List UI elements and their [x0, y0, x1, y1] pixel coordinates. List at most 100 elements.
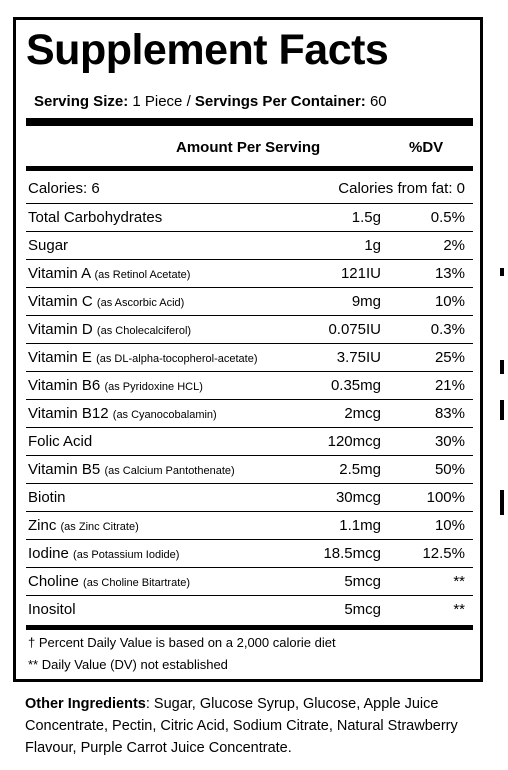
- footnote-percent-dv: † Percent Daily Value is based on a 2,00…: [28, 635, 336, 650]
- amount-per-serving-header: Amount Per Serving: [176, 139, 321, 156]
- nutrient-name: Iodine (as Potassium Iodide): [28, 544, 179, 565]
- servings-per-container-value: 60: [365, 93, 387, 110]
- other-ingredients: Other Ingredients: Sugar, Glucose Syrup,…: [25, 693, 505, 759]
- nutrient-row: Inositol 5mcg **: [26, 595, 473, 623]
- panel-title: Supplement Facts: [26, 26, 389, 74]
- nutrient-label: Iodine: [28, 545, 69, 562]
- nutrient-dv: 10%: [434, 517, 465, 534]
- nutrient-dv: **: [453, 601, 465, 618]
- nutrient-row: Vitamin C (as Ascorbic Acid) 9mg 10%: [26, 287, 473, 315]
- calories-label: Calories: 6: [28, 180, 100, 197]
- nutrient-dv: 0.5%: [430, 209, 465, 226]
- nutrient-amount: 5mcg: [344, 573, 381, 590]
- nutrient-dv: 100%: [426, 489, 465, 506]
- dv-header: %DV: [409, 139, 444, 156]
- serving-size-label: Serving Size:: [34, 93, 129, 110]
- calories-row: Calories: 6 Calories from fat: 0: [26, 175, 473, 203]
- nutrient-label: Inositol: [28, 601, 76, 618]
- nutrient-source: (as Potassium Iodide): [73, 549, 180, 561]
- nutrient-label: Choline: [28, 573, 79, 590]
- nutrient-amount: 121IU: [340, 265, 381, 282]
- nutrient-name: Vitamin A (as Retinol Acetate): [28, 264, 190, 285]
- servings-per-container-label: Servings Per Container:: [194, 93, 366, 110]
- nutrient-amount: 18.5mcg: [323, 545, 381, 562]
- nutrient-name: Sugar: [28, 236, 68, 255]
- nutrient-table: Calories: 6 Calories from fat: 0 Total C…: [26, 175, 473, 623]
- nutrient-source: (as Ascorbic Acid): [96, 297, 185, 309]
- nutrient-amount: 0.075IU: [328, 321, 381, 338]
- nutrient-label: Vitamin E: [28, 349, 92, 366]
- nutrient-label: Folic Acid: [28, 433, 93, 450]
- nutrient-amount: 1g: [364, 237, 381, 254]
- calories-from-fat: Calories from fat: 0: [338, 180, 465, 197]
- nutrient-name: Biotin: [28, 488, 66, 507]
- nutrient-source: (as Cholecalciferol): [96, 325, 192, 337]
- nutrient-dv: 21%: [434, 377, 465, 394]
- serving-info: Serving Size: 1 Piece / Servings Per Con…: [34, 93, 387, 111]
- nutrient-name: Vitamin E (as DL-alpha-tocopherol-acetat…: [28, 348, 258, 369]
- nutrient-source: (as Cyanocobalamin): [112, 409, 217, 421]
- nutrient-row: Iodine (as Potassium Iodide) 18.5mcg 12.5%: [26, 539, 473, 567]
- nutrient-dv: 10%: [434, 293, 465, 310]
- nutrient-amount: 1.5g: [351, 209, 381, 226]
- nutrient-source: (as Retinol Acetate): [94, 269, 191, 281]
- nutrient-name: Vitamin B6 (as Pyridoxine HCL): [28, 376, 203, 397]
- other-ingredients-text: : Sugar, Glucose Syrup, Glucose, Apple J…: [25, 696, 458, 756]
- nutrient-dv: 50%: [434, 461, 465, 478]
- nutrient-row: Choline (as Choline Bitartrate) 5mcg **: [26, 567, 473, 595]
- nutrient-dv: **: [453, 573, 465, 590]
- nutrient-dv: 25%: [434, 349, 465, 366]
- nutrient-dv: 83%: [434, 405, 465, 422]
- divider-bottom: [26, 625, 473, 630]
- nutrient-row: Vitamin D (as Cholecalciferol) 0.075IU 0.3…: [26, 315, 473, 343]
- nutrient-row: Zinc (as Zinc Citrate) 1.1mg 10%: [26, 511, 473, 539]
- nutrient-source: (as Calcium Pantothenate): [104, 465, 235, 477]
- nutrient-name: Vitamin B12 (as Cyanocobalamin): [28, 404, 217, 425]
- nutrient-label: Vitamin D: [28, 321, 93, 338]
- nutrient-label: Vitamin B6: [28, 377, 101, 394]
- nutrient-name: Vitamin C (as Ascorbic Acid): [28, 292, 184, 313]
- nutrient-row: Folic Acid 120mcg 30%: [26, 427, 473, 455]
- nutrient-source: (as Zinc Citrate): [60, 521, 139, 533]
- nutrient-row: Biotin 30mcg 100%: [26, 483, 473, 511]
- nutrient-dv: 13%: [434, 265, 465, 282]
- nutrient-dv: 2%: [443, 237, 465, 254]
- nutrient-row: Vitamin E (as DL-alpha-tocopherol-acetat…: [26, 343, 473, 371]
- nutrient-name: Choline (as Choline Bitartrate): [28, 572, 190, 593]
- nutrient-label: Total Carbohydrates: [28, 209, 163, 226]
- nutrient-dv: 12.5%: [422, 545, 465, 562]
- nutrient-row: Vitamin B12 (as Cyanocobalamin) 2mcg 83%: [26, 399, 473, 427]
- nutrient-label: Vitamin A: [28, 265, 91, 282]
- serving-size-value: 1 Piece /: [128, 93, 195, 110]
- nutrient-source: (as Pyridoxine HCL): [104, 381, 203, 393]
- edge-mark: [500, 268, 504, 276]
- supplement-facts-panel: Supplement Facts Serving Size: 1 Piece /…: [13, 17, 483, 682]
- edge-mark: [500, 400, 504, 420]
- nutrient-label: Sugar: [28, 237, 69, 254]
- nutrient-amount: 1.1mg: [339, 517, 381, 534]
- nutrient-label: Vitamin C: [28, 293, 93, 310]
- nutrient-amount: 2.5mg: [339, 461, 381, 478]
- edge-mark: [500, 360, 504, 374]
- nutrient-amount: 120mcg: [327, 433, 381, 450]
- nutrient-row: Vitamin A (as Retinol Acetate) 121IU 13%: [26, 259, 473, 287]
- divider-mid: [26, 166, 473, 171]
- nutrient-row: Sugar 1g 2%: [26, 231, 473, 259]
- nutrient-name: Folic Acid: [28, 432, 92, 451]
- nutrient-amount: 2mcg: [344, 405, 381, 422]
- nutrient-name: Zinc (as Zinc Citrate): [28, 516, 139, 537]
- other-ingredients-label: Other Ingredients: [25, 696, 146, 712]
- nutrient-amount: 3.75IU: [336, 349, 381, 366]
- footnote-dv-not-established: ** Daily Value (DV) not established: [28, 657, 228, 672]
- nutrient-name: Vitamin D (as Cholecalciferol): [28, 320, 191, 341]
- nutrient-amount: 30mcg: [335, 489, 381, 506]
- nutrient-label: Vitamin B12: [28, 405, 109, 422]
- nutrient-row: Vitamin B6 (as Pyridoxine HCL) 0.35mg 21%: [26, 371, 473, 399]
- nutrient-label: Vitamin B5: [28, 461, 101, 478]
- nutrient-row: Total Carbohydrates 1.5g 0.5%: [26, 203, 473, 231]
- nutrient-label: Zinc: [28, 517, 57, 534]
- nutrient-source: (as DL-alpha-tocopherol-acetate): [96, 353, 258, 365]
- nutrient-amount: 9mg: [351, 293, 381, 310]
- nutrient-dv: 30%: [434, 433, 465, 450]
- nutrient-name: Inositol: [28, 600, 76, 619]
